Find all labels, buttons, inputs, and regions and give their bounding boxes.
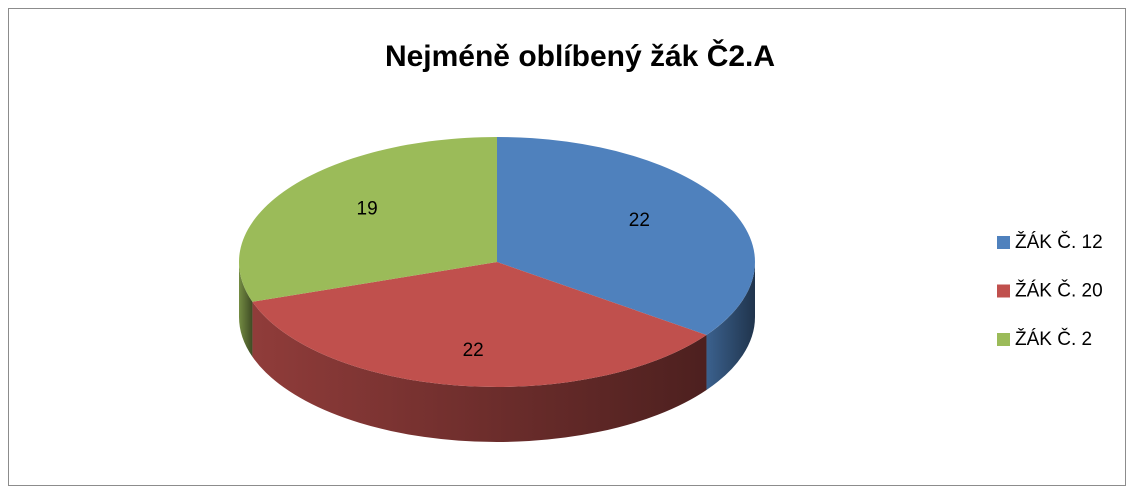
slice-side <box>706 262 755 390</box>
slice-side <box>252 301 707 443</box>
chart-title: Nejméně oblíbený žák Č2.A <box>385 39 775 73</box>
legend-swatch <box>997 284 1010 298</box>
data-label: 22 <box>629 210 650 231</box>
slice <box>497 137 755 335</box>
slice <box>252 262 707 388</box>
legend-label: ŽÁK Č. 2 <box>1015 328 1092 350</box>
slice-side <box>239 262 253 357</box>
data-label: 22 <box>463 340 484 361</box>
legend-swatch <box>997 333 1010 346</box>
slice <box>238 137 497 302</box>
data-label: 19 <box>357 198 378 219</box>
legend-label: ŽÁK Č. 12 <box>1015 231 1103 253</box>
legend-swatch <box>997 236 1010 249</box>
legend-label: ŽÁK Č. 20 <box>1015 280 1103 302</box>
